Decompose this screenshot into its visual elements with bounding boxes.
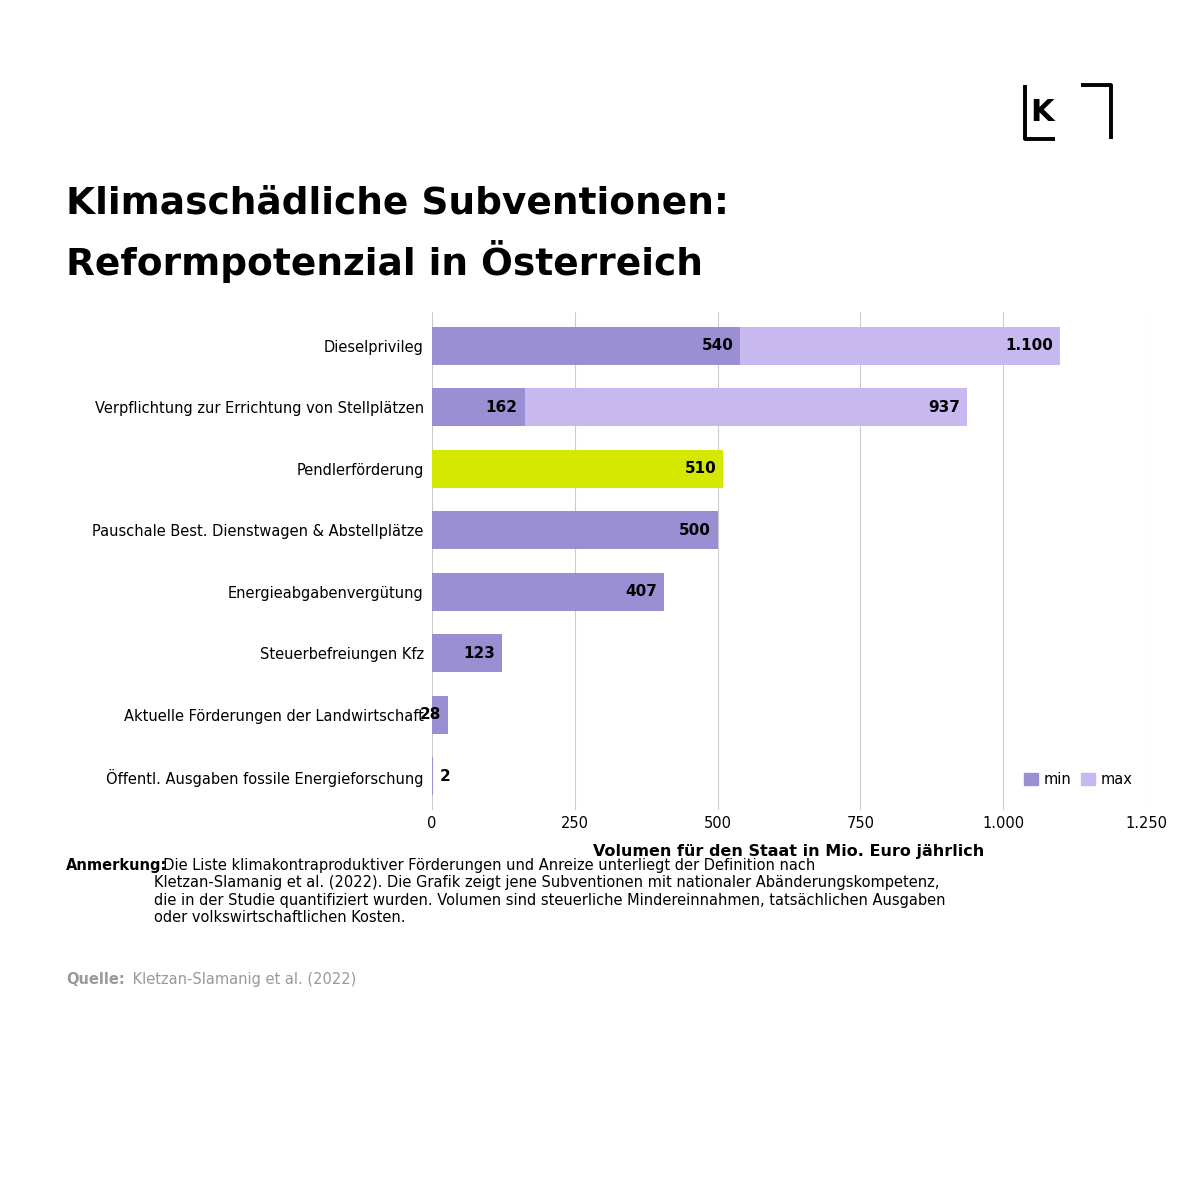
- Bar: [432, 511, 718, 550]
- Bar: [432, 634, 503, 672]
- Text: 510: 510: [685, 461, 716, 476]
- Bar: [432, 389, 524, 426]
- Text: 28: 28: [420, 707, 442, 722]
- Legend: min, max: min, max: [1018, 766, 1139, 793]
- Text: K: K: [1030, 98, 1054, 127]
- X-axis label: Volumen für den Staat in Mio. Euro jährlich: Volumen für den Staat in Mio. Euro jährl…: [593, 845, 985, 859]
- Text: 500: 500: [679, 523, 710, 538]
- Bar: [432, 326, 740, 365]
- Text: 162: 162: [486, 400, 517, 415]
- Text: 407: 407: [625, 584, 658, 599]
- Bar: [432, 326, 1061, 365]
- Bar: [432, 450, 724, 488]
- Bar: [432, 696, 448, 733]
- Text: Kletzan-Slamanig et al. (2022): Kletzan-Slamanig et al. (2022): [128, 972, 356, 986]
- Text: 123: 123: [463, 646, 496, 661]
- Text: Quelle:: Quelle:: [66, 972, 125, 986]
- Text: Klimaschädliche Subventionen:: Klimaschädliche Subventionen:: [66, 186, 730, 222]
- Text: Reformpotenzial in Österreich: Reformpotenzial in Österreich: [66, 240, 703, 283]
- Text: 937: 937: [929, 400, 960, 415]
- Bar: [432, 389, 967, 426]
- Text: 2: 2: [440, 769, 451, 784]
- Text: Anmerkung:: Anmerkung:: [66, 858, 167, 874]
- Text: 540: 540: [702, 338, 733, 353]
- Text: 1.100: 1.100: [1006, 338, 1054, 353]
- Bar: [432, 572, 665, 611]
- Text: Die Liste klimakontraproduktiver Förderungen und Anreize unterliegt der Definiti: Die Liste klimakontraproduktiver Förderu…: [154, 858, 946, 925]
